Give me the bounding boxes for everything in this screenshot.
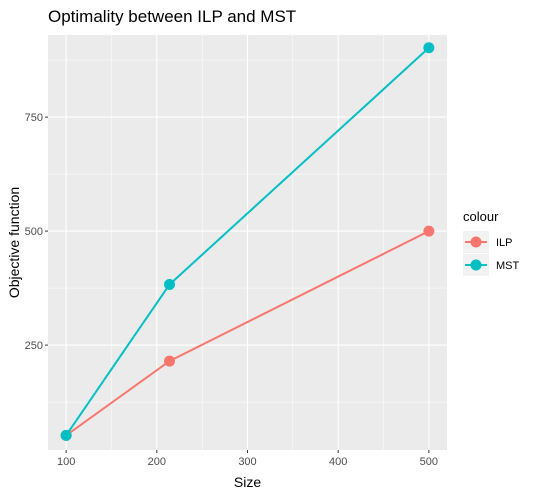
x-tick-label: 300 (238, 456, 256, 468)
x-axis: 100 200 300 400 500 (57, 450, 438, 468)
legend-key-point (470, 236, 482, 248)
series-layer (60, 42, 435, 441)
chart-title: Optimality between ILP and MST (48, 7, 296, 26)
data-point-ilp (423, 225, 435, 237)
x-axis-title: Size (234, 474, 261, 490)
legend-key-point (470, 259, 482, 271)
legend-label: MST (496, 260, 520, 272)
x-tick-label: 200 (148, 456, 166, 468)
data-point-mst (164, 278, 176, 290)
series-mst (60, 42, 435, 441)
legend-item-mst: MST (463, 254, 520, 276)
y-tick-label: 750 (25, 112, 43, 124)
x-tick-label: 100 (57, 456, 75, 468)
legend-item-ilp: ILP (463, 231, 513, 253)
x-tick-label: 500 (420, 456, 438, 468)
legend-title: colour (463, 209, 499, 224)
data-point-mst (423, 42, 435, 54)
x-tick-label: 400 (329, 456, 347, 468)
data-point-ilp (164, 355, 176, 367)
y-tick-label: 500 (25, 226, 43, 238)
data-point-mst (60, 429, 72, 441)
legend: colour ILP MST (463, 209, 520, 276)
major-gridlines (48, 35, 447, 450)
y-axis-title: Objective function (6, 187, 22, 298)
y-axis: 250 500 750 (25, 112, 48, 352)
y-tick-label: 250 (25, 340, 43, 352)
legend-label: ILP (496, 237, 513, 249)
